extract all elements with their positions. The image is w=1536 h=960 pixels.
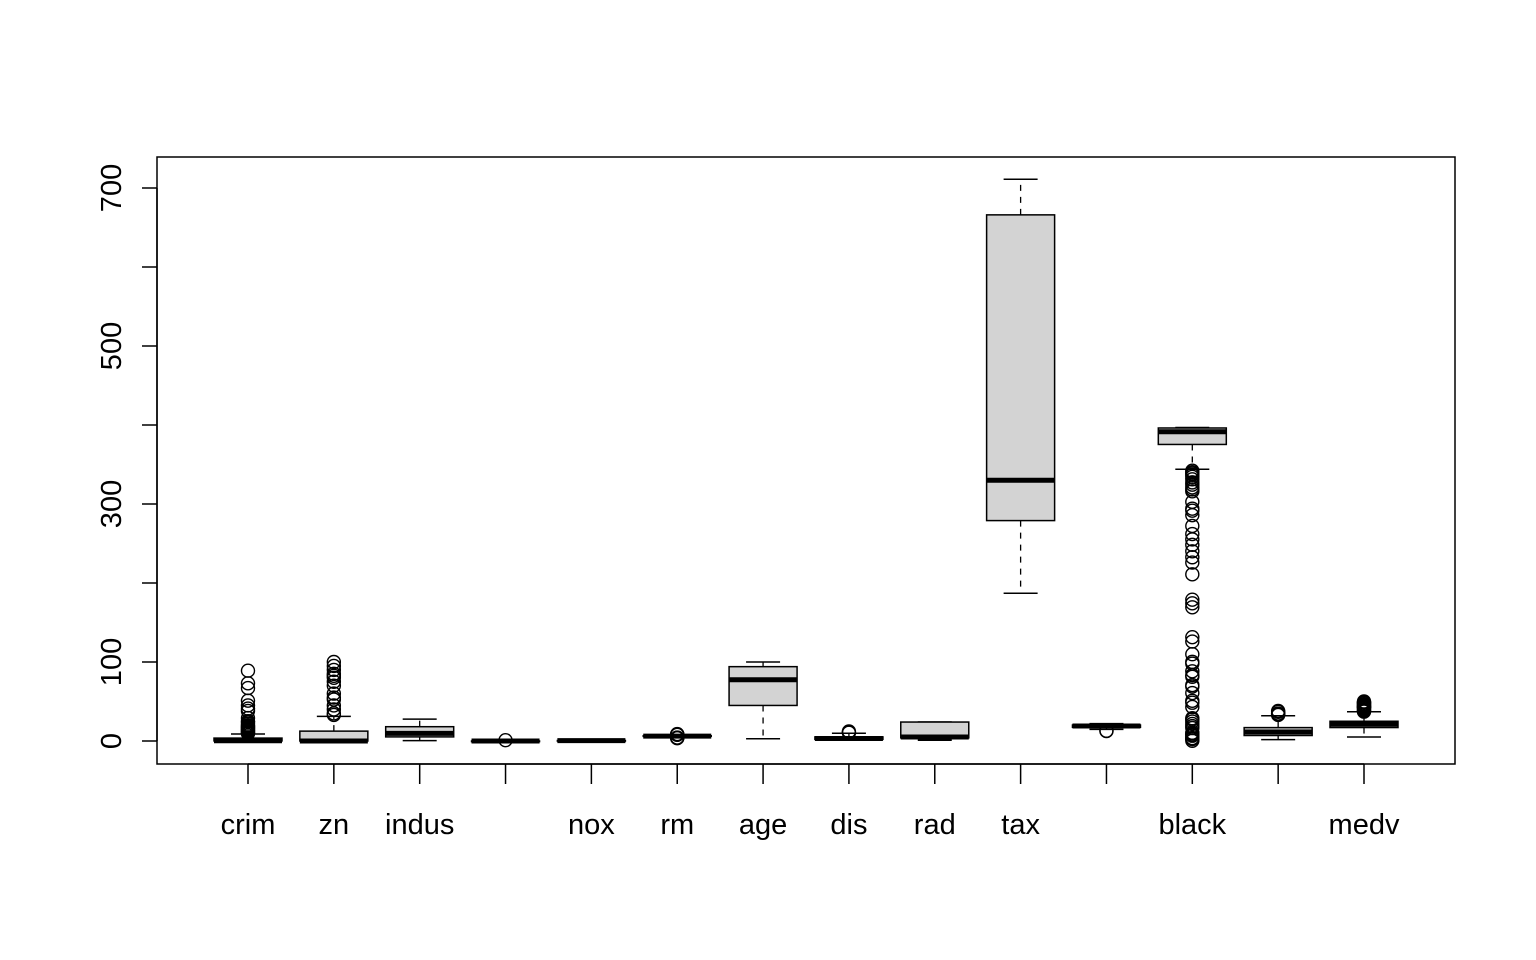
box-age: [728, 661, 798, 740]
outlier-point: [670, 726, 685, 742]
outlier-point: [1185, 677, 1200, 693]
outlier-point: [1185, 592, 1200, 607]
outlier-point: [326, 702, 342, 717]
x-tick-label: medv: [1329, 809, 1400, 841]
outlier-point: [240, 680, 256, 696]
x-tick-label: nox: [568, 809, 615, 841]
iqr-box: [985, 214, 1056, 522]
outlier-point: [1185, 699, 1200, 715]
x-tick-label: dis: [830, 809, 867, 841]
box-crim: [213, 663, 283, 744]
box-nox: [556, 738, 627, 744]
outlier-point: [1185, 654, 1200, 670]
outlier-point: [326, 686, 342, 701]
outlier-point: [1185, 647, 1200, 662]
outlier-point: [240, 698, 256, 713]
outlier-point: [326, 678, 342, 693]
outlier-point: [326, 658, 342, 674]
y-axis: 0 100 300 500 700: [96, 164, 158, 749]
outlier-point: [326, 674, 342, 689]
outlier-point: [1185, 544, 1200, 559]
outlier-point: [1185, 664, 1200, 679]
outlier-point: [841, 724, 857, 739]
outlier-point: [1185, 537, 1200, 553]
box-zn: [299, 654, 369, 744]
outlier-point: [1185, 463, 1200, 478]
outlier-point: [1356, 694, 1372, 709]
y-tick-label: 100: [96, 638, 128, 686]
y-tick-label: 700: [96, 164, 128, 212]
y-tick-label: 300: [96, 480, 128, 528]
outlier-point: [1099, 723, 1114, 738]
outlier-point: [1185, 526, 1200, 542]
x-tick-label: age: [739, 809, 787, 841]
outlier-point: [1185, 555, 1200, 570]
x-axis: crim zn indus nox rm age dis rad tax black medv: [221, 763, 1400, 841]
y-tick-label: 0: [96, 733, 128, 749]
box-var-4: [470, 733, 541, 748]
x-tick-label: rm: [660, 809, 694, 841]
outlier-point: [1185, 711, 1200, 726]
box-indus: [384, 718, 455, 742]
x-tick-label: rad: [914, 809, 956, 841]
box-var-11: [1071, 722, 1142, 739]
box-rm: [642, 726, 712, 746]
x-tick-label: indus: [385, 809, 454, 841]
box-dis: [814, 724, 884, 741]
outlier-point: [326, 662, 342, 678]
outlier-point: [1185, 634, 1200, 649]
box-var-13: [1243, 703, 1313, 741]
outlier-point: [1185, 629, 1200, 645]
box-black: [1157, 426, 1228, 748]
outlier-point: [1185, 501, 1200, 516]
outlier-point: [326, 690, 342, 705]
outlier-point: [1270, 703, 1286, 719]
x-tick-label: tax: [1001, 809, 1040, 841]
outlier-point: [1185, 693, 1200, 708]
outlier-point: [1185, 596, 1200, 611]
outlier-point: [1185, 600, 1200, 615]
x-tick-label: black: [1158, 809, 1226, 841]
x-tick-label: crim: [221, 809, 276, 841]
outlier-point: [240, 701, 256, 716]
boxes: [213, 178, 1399, 748]
outlier-point: [326, 666, 342, 682]
box-rad: [900, 721, 970, 741]
outlier-point: [498, 733, 513, 748]
outlier-point: [326, 654, 342, 670]
outlier-point: [326, 706, 342, 721]
outlier-point: [1185, 518, 1200, 534]
outlier-point: [1185, 567, 1200, 582]
x-tick-label: zn: [319, 809, 350, 841]
box-tax: [985, 178, 1056, 595]
plot-frame: [156, 156, 1456, 765]
box-medv: [1329, 694, 1399, 738]
outlier-point: [1185, 685, 1200, 701]
y-tick-label: 500: [96, 322, 128, 370]
iqr-box: [728, 665, 798, 707]
outlier-point: [326, 698, 342, 713]
outlier-point: [240, 663, 256, 678]
